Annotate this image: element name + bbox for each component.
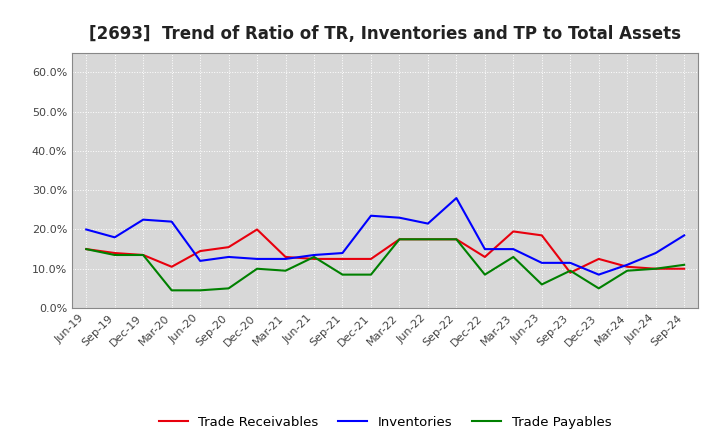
Inventories bbox=[680, 233, 688, 238]
Trade Receivables bbox=[139, 253, 148, 258]
Inventories bbox=[253, 256, 261, 261]
Trade Payables bbox=[225, 286, 233, 291]
Trade Receivables bbox=[310, 256, 318, 261]
Inventories bbox=[623, 262, 631, 268]
Trade Payables bbox=[253, 266, 261, 271]
Inventories bbox=[82, 227, 91, 232]
Trade Payables bbox=[82, 246, 91, 252]
Trade Payables bbox=[110, 253, 119, 258]
Trade Payables bbox=[196, 288, 204, 293]
Inventories bbox=[595, 272, 603, 277]
Inventories bbox=[566, 260, 575, 265]
Trade Payables bbox=[310, 254, 318, 260]
Trade Receivables bbox=[652, 266, 660, 271]
Trade Payables bbox=[509, 254, 518, 260]
Trade Receivables bbox=[282, 254, 290, 260]
Trade Payables bbox=[139, 253, 148, 258]
Trade Payables bbox=[652, 266, 660, 271]
Inventories bbox=[452, 195, 461, 201]
Inventories bbox=[537, 260, 546, 265]
Inventories bbox=[652, 250, 660, 256]
Trade Payables bbox=[338, 272, 347, 277]
Trade Payables bbox=[566, 268, 575, 273]
Trade Payables bbox=[452, 237, 461, 242]
Trade Receivables bbox=[167, 264, 176, 269]
Trade Receivables bbox=[509, 229, 518, 234]
Trade Payables bbox=[480, 272, 489, 277]
Trade Receivables bbox=[623, 264, 631, 269]
Inventories bbox=[167, 219, 176, 224]
Inventories bbox=[310, 253, 318, 258]
Trade Receivables bbox=[423, 237, 432, 242]
Trade Receivables bbox=[680, 266, 688, 271]
Trade Receivables bbox=[480, 254, 489, 260]
Inventories bbox=[225, 254, 233, 260]
Trade Payables bbox=[595, 286, 603, 291]
Inventories bbox=[110, 235, 119, 240]
Trade Receivables bbox=[338, 256, 347, 261]
Inventories bbox=[338, 250, 347, 256]
Trade Payables bbox=[366, 272, 375, 277]
Inventories bbox=[395, 215, 404, 220]
Trade Receivables bbox=[82, 246, 91, 252]
Trade Receivables bbox=[196, 249, 204, 254]
Trade Receivables bbox=[395, 237, 404, 242]
Trade Payables bbox=[423, 237, 432, 242]
Trade Receivables bbox=[537, 233, 546, 238]
Title: [2693]  Trend of Ratio of TR, Inventories and TP to Total Assets: [2693] Trend of Ratio of TR, Inventories… bbox=[89, 25, 681, 43]
Trade Payables bbox=[623, 268, 631, 273]
Trade Payables bbox=[282, 268, 290, 273]
Line: Inventories: Inventories bbox=[86, 198, 684, 275]
Trade Receivables bbox=[366, 256, 375, 261]
Inventories bbox=[509, 246, 518, 252]
Line: Trade Payables: Trade Payables bbox=[86, 239, 684, 290]
Line: Trade Receivables: Trade Receivables bbox=[86, 230, 684, 273]
Trade Receivables bbox=[110, 250, 119, 256]
Inventories bbox=[196, 258, 204, 264]
Trade Payables bbox=[680, 262, 688, 268]
Inventories bbox=[282, 256, 290, 261]
Trade Payables bbox=[395, 237, 404, 242]
Legend: Trade Receivables, Inventories, Trade Payables: Trade Receivables, Inventories, Trade Pa… bbox=[153, 411, 617, 434]
Trade Receivables bbox=[595, 256, 603, 261]
Trade Receivables bbox=[566, 270, 575, 275]
Trade Payables bbox=[167, 288, 176, 293]
Trade Receivables bbox=[452, 237, 461, 242]
Inventories bbox=[480, 246, 489, 252]
Inventories bbox=[423, 221, 432, 226]
Trade Receivables bbox=[225, 245, 233, 250]
Trade Receivables bbox=[253, 227, 261, 232]
Inventories bbox=[139, 217, 148, 222]
Inventories bbox=[366, 213, 375, 218]
Trade Payables bbox=[537, 282, 546, 287]
